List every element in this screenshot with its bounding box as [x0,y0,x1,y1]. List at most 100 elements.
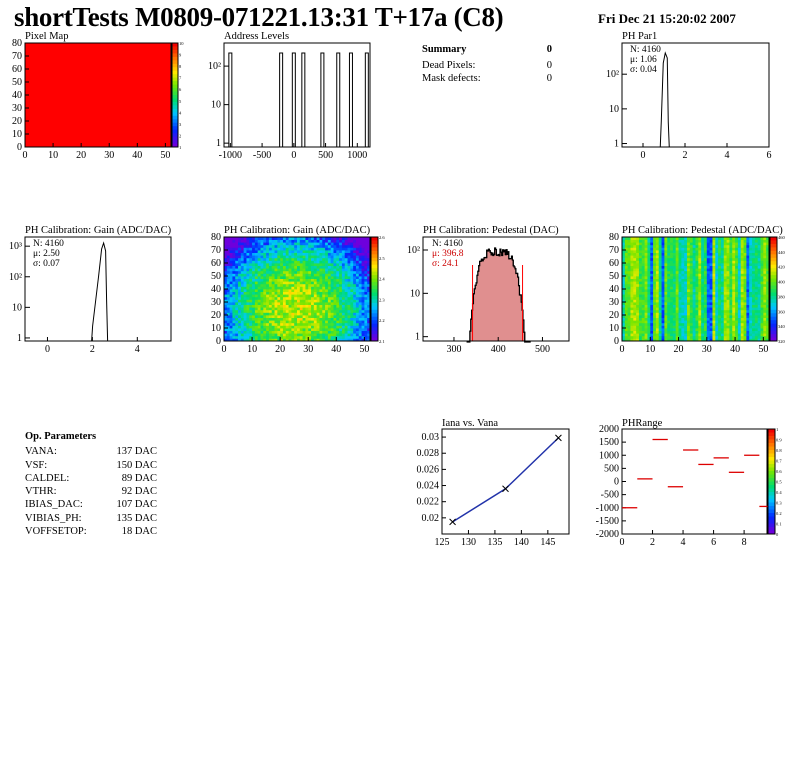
heatmap-cell [257,307,261,311]
heatmap-cell [698,328,702,331]
heatmap-cell [701,255,705,259]
heatmap-cell [763,338,767,342]
heatmap-cell [280,322,284,326]
ph-range-y-tick-label: -1500 [596,516,619,527]
heatmap-cell [729,338,733,342]
heatmap-cell [624,328,629,331]
heatmap-cell [718,270,722,274]
heatmap-cell [743,328,747,331]
ph-range-zscale-band [768,488,775,493]
heatmap-cell [746,281,750,285]
heatmap-cell [333,307,337,311]
heatmap-cell [336,312,340,316]
heatmap-cell [341,265,346,269]
heatmap-cell [698,296,702,300]
heatmap-cell [675,265,679,269]
heatmap-cell [746,312,750,316]
heatmap-cell [266,335,270,339]
heatmap-cell [291,242,295,246]
heatmap-cell [268,302,273,305]
ph-pedestal-map-zscale-band [770,306,777,311]
heatmap-cell [743,333,747,337]
heatmap-cell [311,281,315,285]
heatmap-cell [684,283,688,287]
heatmap-cell [280,315,284,318]
heatmap-cell [339,307,343,311]
heatmap-cell [355,335,360,339]
heatmap-cell [249,320,253,324]
heatmap-cell [636,265,640,269]
heatmap-cell [327,291,332,295]
heatmap-cell [333,263,337,266]
heatmap-cell [701,322,705,326]
heatmap-cell [254,244,259,248]
heatmap-cell [316,265,320,269]
heatmap-cell [305,338,309,342]
heatmap-cell [687,283,691,287]
heatmap-cell [364,239,368,243]
heatmap-cell [678,247,682,251]
heatmap-cell [341,252,346,256]
heatmap-cell [353,278,357,282]
heatmap-cell [681,270,685,274]
heatmap-cell [653,244,657,248]
heatmap-cell [746,328,750,331]
heatmap-cell [670,294,674,298]
heatmap-cell [249,317,253,321]
heatmap-cell [358,270,362,274]
heatmap-cell [322,338,326,342]
heatmap-cell [367,315,371,318]
heatmap-cell [347,237,351,240]
heatmap-cell [339,276,343,279]
heatmap-cell [723,276,727,279]
heatmap-cell [232,263,236,266]
address-levels-x-tick-label: 1000 [347,150,367,161]
heatmap-cell [754,268,759,272]
heatmap-cell [313,317,318,321]
heatmap-cell [687,307,691,311]
heatmap-cell [311,247,315,251]
heatmap-cell [355,325,360,329]
heatmap-cell [355,255,360,259]
heatmap-cell [361,322,365,326]
heatmap-cell [263,330,267,334]
heatmap-cell [240,302,245,305]
heatmap-cell [650,255,654,259]
heatmap-cell [644,257,648,261]
heatmap-cell [636,239,640,243]
heatmap-cell [760,255,764,259]
heatmap-cell [752,239,756,243]
heatmap-cell [718,244,722,248]
heatmap-cell [240,270,245,274]
heatmap-cell [249,252,253,256]
heatmap-cell [313,278,318,282]
heatmap-cell [698,276,702,279]
heatmap-cell [622,325,626,329]
heatmap-cell [653,315,657,318]
heatmap-cell [274,333,278,337]
heatmap-cell [229,265,233,269]
ph-range-y-tick-label: 2000 [599,424,619,435]
heatmap-cell [274,239,278,243]
heatmap-cell [325,247,329,251]
heatmap-cell [684,265,688,269]
heatmap-cell [701,237,705,240]
heatmap-cell [681,276,685,279]
heatmap-cell [341,260,346,264]
heatmap-cell [692,309,696,313]
heatmap-cell [715,320,719,324]
heatmap-cell [252,273,256,277]
heatmap-cell [282,328,287,331]
heatmap-cell [633,296,637,300]
heatmap-cell [257,309,261,313]
heatmap-cell [350,294,354,298]
ph-gain-hist-y-tick-label: 10² [9,272,22,283]
heatmap-cell [232,283,236,287]
heatmap-cell [729,270,733,274]
heatmap-cell [252,317,256,321]
heatmap-cell [229,299,233,303]
heatmap-cell [718,252,722,256]
heatmap-cell [732,273,736,277]
heatmap-cell [229,244,233,248]
heatmap-cell [647,325,651,329]
